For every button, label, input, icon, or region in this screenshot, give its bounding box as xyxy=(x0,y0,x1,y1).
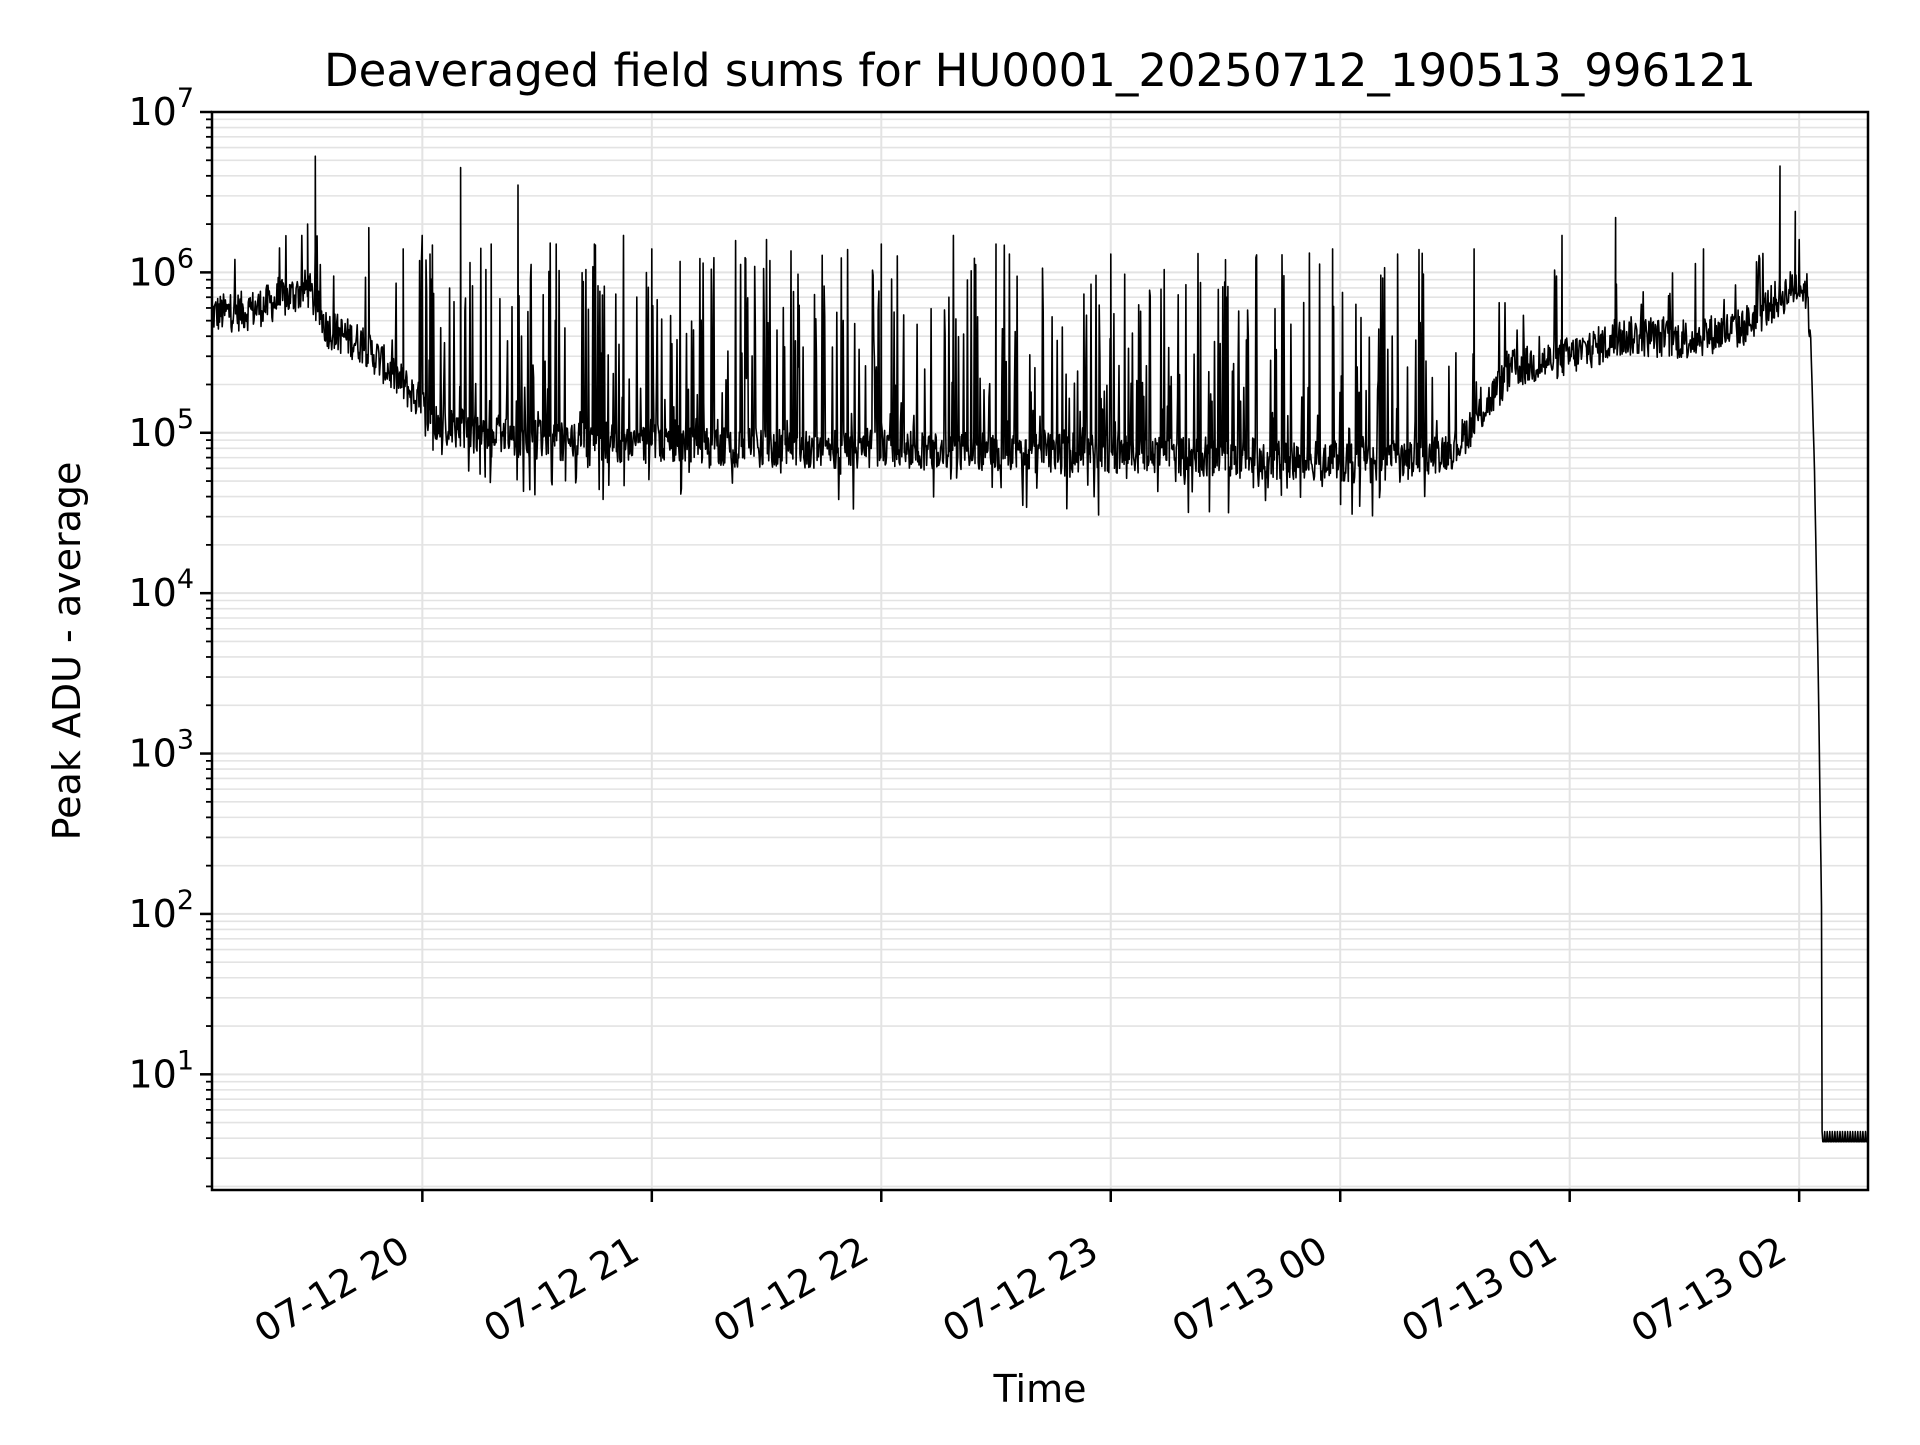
series-line xyxy=(212,155,1868,1143)
chart-title: Deaveraged field sums for HU0001_2025071… xyxy=(324,44,1756,97)
grid-layer xyxy=(212,111,1868,1190)
y-tick-label: 104 xyxy=(128,564,194,615)
y-tick-label: 102 xyxy=(128,885,194,936)
y-tick-label: 101 xyxy=(128,1045,194,1096)
plot-area xyxy=(212,155,1868,1143)
y-tick-label: 103 xyxy=(128,725,194,776)
plot-frame xyxy=(210,110,1870,1192)
y-tick-label: 105 xyxy=(128,404,194,455)
y-axis-label: Peak ADU - average xyxy=(45,462,89,841)
y-tick-label: 106 xyxy=(128,243,194,294)
x-axis-label: Time xyxy=(993,1367,1087,1411)
y-tick-label: 107 xyxy=(128,83,194,134)
